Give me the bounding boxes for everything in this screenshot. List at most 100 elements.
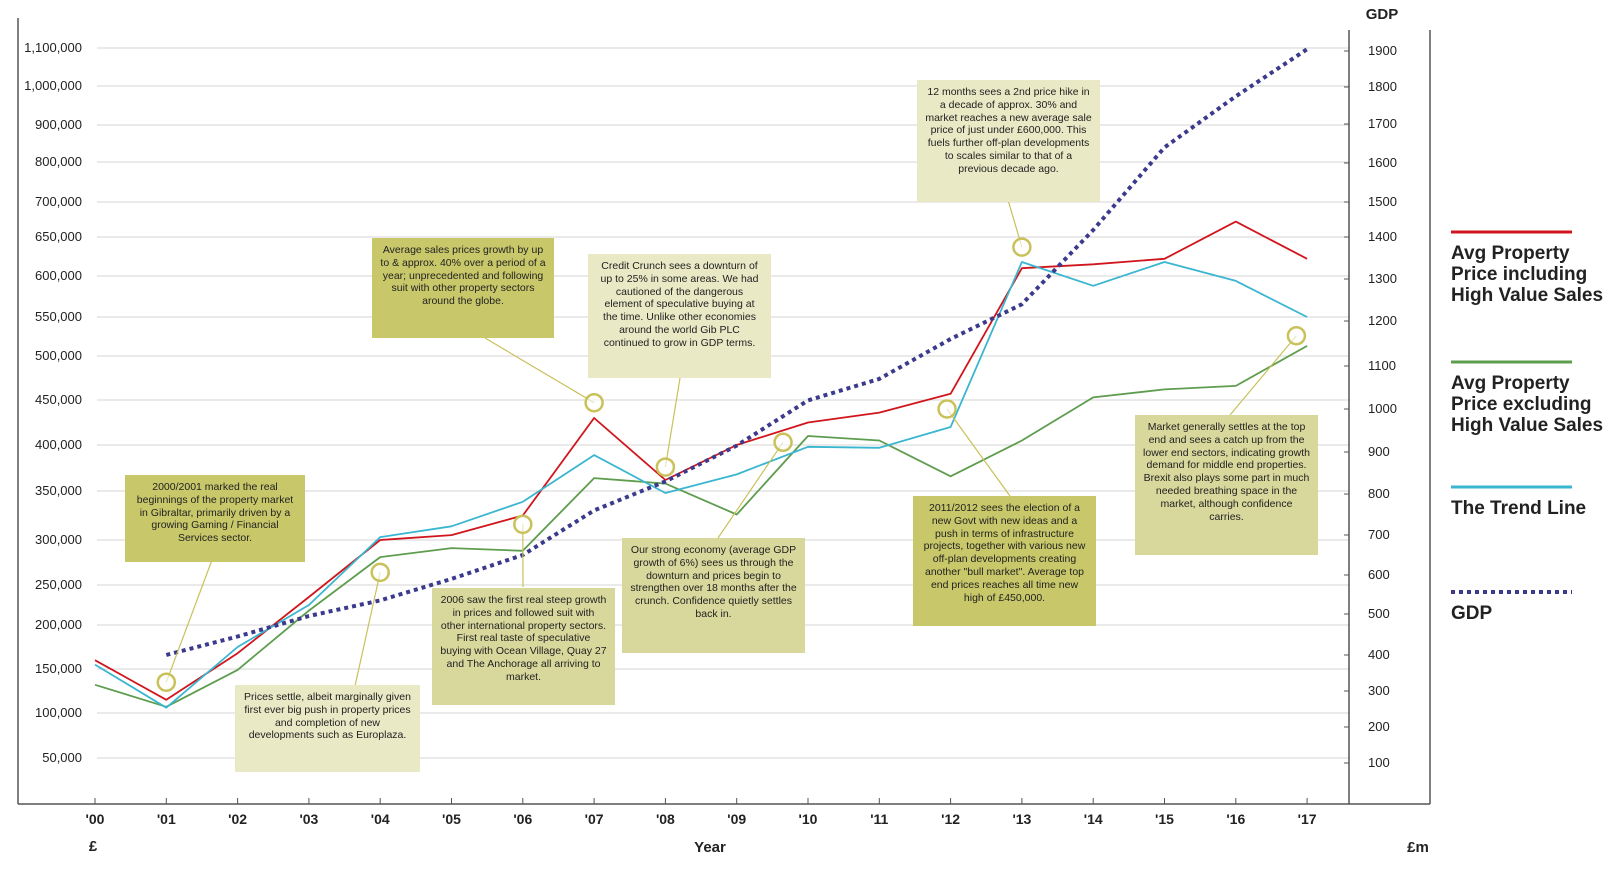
x-axis-ticks: '00 '01 '02 '03 '04 '05 '06 '07 '08 '09 '10 '11 '12 '…	[86, 798, 1317, 827]
legend-label: High Value Sales	[1451, 415, 1603, 436]
left-tick-label: 400,000	[35, 437, 82, 452]
x-tick-label: '02	[228, 811, 247, 827]
annotation-box: 2006 saw the first real steep growth in …	[432, 588, 615, 705]
annotation-marker	[773, 432, 793, 453]
right-tick-label: 1600	[1368, 155, 1397, 170]
series-line	[94, 261, 1308, 709]
annotation-marker	[370, 562, 390, 583]
left-tick-label: 600,000	[35, 268, 82, 283]
annotation-box: Average sales prices growth by up to & a…	[372, 238, 554, 338]
series-line	[94, 345, 1308, 708]
x-tick-label: '06	[513, 811, 532, 827]
x-tick-label: '14	[1084, 811, 1103, 827]
legend-label: Avg Property	[1451, 373, 1570, 394]
x-tick-label: '07	[585, 811, 604, 827]
right-tick-label: 1700	[1368, 116, 1397, 131]
series-lines	[94, 47, 1309, 709]
left-tick-label: 650,000	[35, 229, 82, 244]
right-tick-label: 1200	[1368, 313, 1397, 328]
left-tick-label: 100,000	[35, 705, 82, 720]
annotation-box: 2000/2001 marked the real beginnings of …	[125, 475, 305, 562]
annotation-box: 2011/2012 sees the election of a new Gov…	[913, 496, 1096, 626]
x-tick-label: '10	[799, 811, 818, 827]
annotation-connector	[484, 337, 595, 404]
annotation-marker	[1286, 325, 1307, 346]
right-tick-label: 1100	[1368, 358, 1396, 373]
annotation-connector	[664, 377, 681, 468]
right-tick-label: 500	[1368, 606, 1390, 621]
x-tick-label: '05	[442, 811, 461, 827]
x-tick-label: '01	[157, 811, 176, 827]
annotation-markers	[156, 237, 1307, 692]
annotation-box: Prices settle, albeit marginally given f…	[235, 685, 420, 772]
right-tick-label: 1000	[1368, 401, 1397, 416]
x-tick-label: '04	[371, 811, 390, 827]
annotation-box: Our strong economy (average GDP growth o…	[622, 538, 805, 653]
right-axis-ticks: 100 200 300 400 500 600 700 800 900 1000 1100 1200 1…	[1344, 43, 1397, 770]
annotation-marker	[156, 672, 177, 692]
left-tick-label: 150,000	[35, 661, 82, 676]
right-tick-label: 1800	[1368, 79, 1397, 94]
annotation-marker	[1012, 237, 1032, 257]
x-tick-label: '13	[1012, 811, 1031, 827]
right-tick-label: 600	[1368, 567, 1390, 582]
annotation-marker	[937, 399, 957, 419]
series-line	[165, 47, 1309, 657]
left-axis-ticks: 50,000 100,000 150,000 200,000 250,000 300,00…	[24, 40, 82, 765]
right-tick-label: 200	[1368, 719, 1390, 734]
left-tick-label: 200,000	[35, 617, 82, 632]
left-tick-label: 550,000	[35, 309, 82, 324]
annotation-box: 12 months sees a 2nd price hike in a dec…	[917, 80, 1100, 202]
right-axis-title: GDP	[1366, 6, 1399, 23]
axes	[17, 18, 1431, 805]
annotation-marker	[584, 392, 604, 413]
x-tick-label: '08	[656, 811, 675, 827]
annotation-box: Market generally settles at the top end …	[1135, 415, 1318, 555]
x-tick-label: '17	[1298, 811, 1317, 827]
right-tick-label: 400	[1368, 647, 1390, 662]
gridlines	[97, 47, 1350, 759]
x-tick-label: '16	[1226, 811, 1245, 827]
legend-label: Avg Property	[1451, 243, 1570, 264]
annotation-marker	[655, 457, 676, 477]
left-tick-label: 800,000	[35, 154, 82, 169]
x-tick-label: '09	[727, 811, 746, 827]
annotation-marker	[513, 514, 533, 535]
x-tick-label: '12	[941, 811, 960, 827]
legend-label: The Trend Line	[1451, 498, 1586, 519]
left-tick-label: 700,000	[35, 194, 82, 209]
legend-label: Price including	[1451, 264, 1587, 285]
right-tick-label: 100	[1368, 755, 1390, 770]
legend-label: High Value Sales	[1451, 285, 1603, 306]
right-tick-label: 1300	[1368, 271, 1397, 286]
left-tick-label: 900,000	[35, 117, 82, 132]
right-tick-label: 1900	[1368, 43, 1397, 58]
left-tick-label: 500,000	[35, 348, 82, 363]
x-tick-label: '00	[86, 811, 105, 827]
annotation-connector	[946, 408, 1011, 497]
x-tick-label: '11	[870, 811, 888, 827]
right-tick-label: 700	[1368, 527, 1390, 542]
x-tick-label: '15	[1155, 811, 1174, 827]
right-unit-label: £m	[1407, 839, 1429, 856]
left-tick-label: 1,000,000	[24, 78, 82, 93]
left-tick-label: 300,000	[35, 532, 82, 547]
left-unit-label: £	[89, 838, 98, 855]
annotation-connector	[354, 572, 381, 687]
annotation-connector	[717, 441, 784, 539]
legend-label: Price excluding	[1451, 394, 1591, 415]
legend-label: GDP	[1451, 603, 1493, 624]
left-tick-label: 350,000	[35, 483, 82, 498]
right-tick-label: 300	[1368, 683, 1390, 698]
annotation-connector	[1229, 335, 1297, 416]
annotation-connector	[165, 559, 213, 683]
right-tick-label: 1400	[1368, 229, 1397, 244]
x-tick-label: '03	[299, 811, 318, 827]
left-tick-label: 450,000	[35, 392, 82, 407]
right-tick-label: 800	[1368, 486, 1390, 501]
annotation-box: Credit Crunch sees a downturn of up to 2…	[588, 254, 771, 378]
x-axis-title: Year	[694, 839, 726, 856]
left-tick-label: 250,000	[35, 577, 82, 592]
